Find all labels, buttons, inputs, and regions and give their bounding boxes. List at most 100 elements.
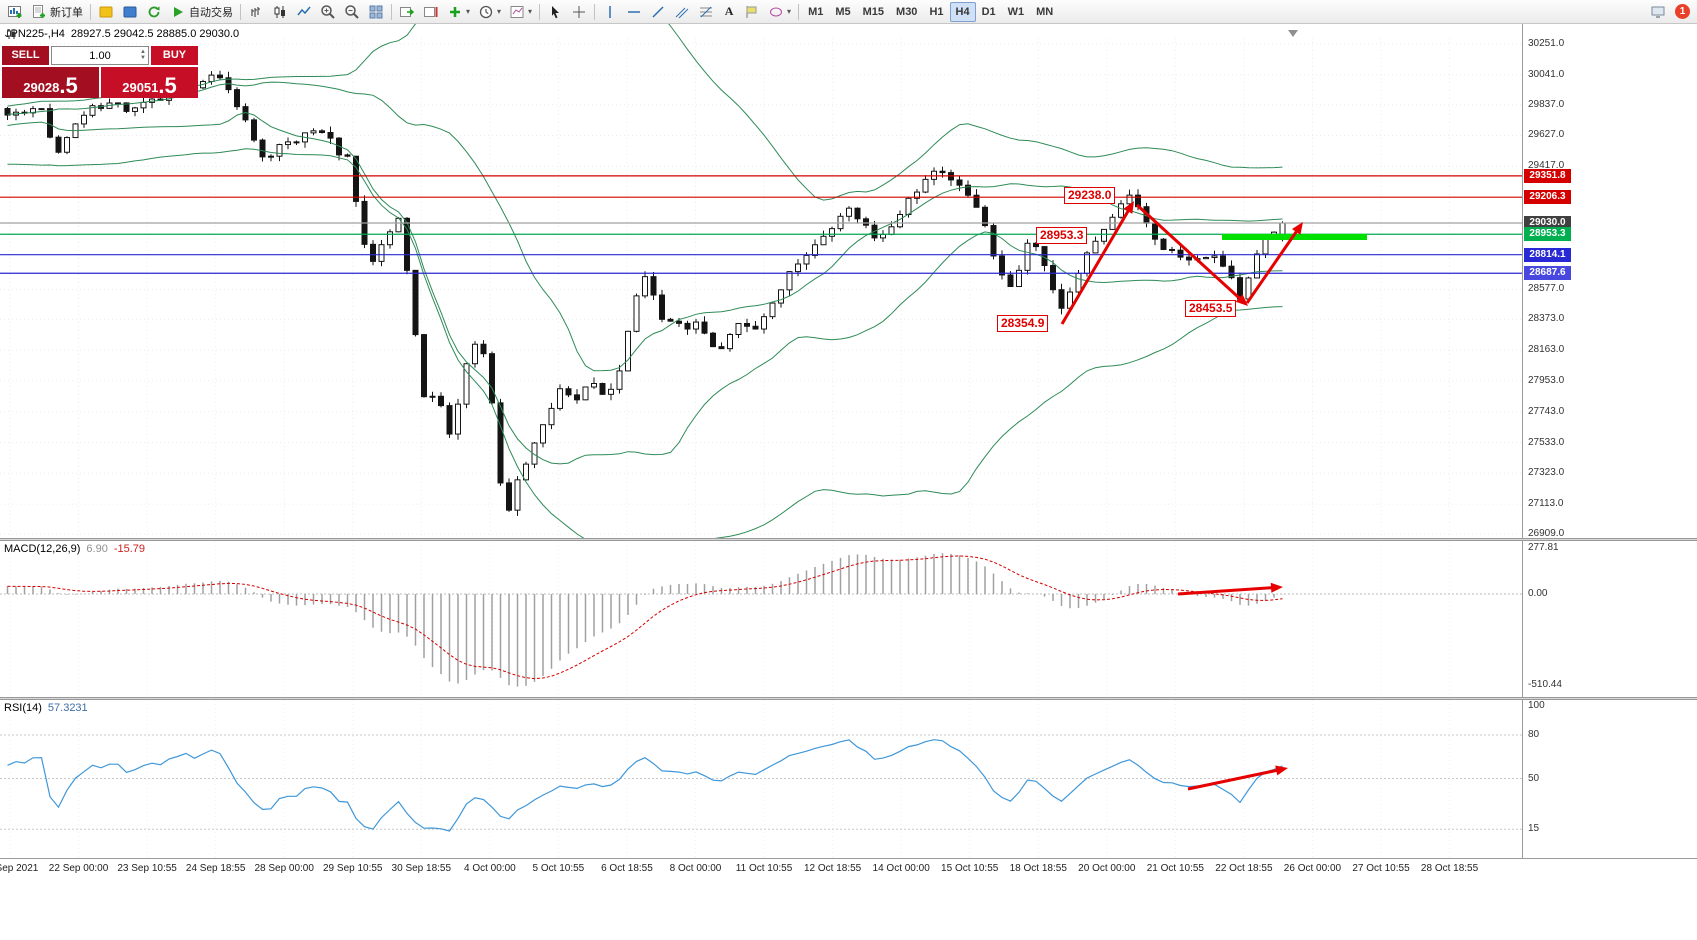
rsi-axis[interactable]: 100 80 50 15 bbox=[1522, 700, 1697, 858]
rsi-label: RSI(14) bbox=[4, 702, 42, 714]
new-order-button[interactable]: 新订单 bbox=[27, 2, 87, 22]
chart-shift-icon[interactable] bbox=[419, 2, 443, 22]
date-label: 11 Oct 10:55 bbox=[735, 863, 793, 874]
date-label: 23 Sep 10:55 bbox=[117, 863, 177, 874]
channel-icon[interactable] bbox=[670, 2, 694, 22]
zoom-out-icon[interactable] bbox=[340, 2, 364, 22]
sell-button[interactable]: SELL bbox=[2, 46, 49, 65]
main-toolbar: 新订单 自动交易 ▾ ▾ ▾ A ▾ M1 M5 M15 M30 H1 H4 D1 W1 MN bbox=[0, 0, 1697, 24]
timeframe-h1[interactable]: H1 bbox=[923, 2, 949, 22]
macd-chart[interactable] bbox=[0, 541, 1522, 697]
date-label: 5 Oct 10:55 bbox=[532, 863, 585, 874]
timeframe-m15[interactable]: M15 bbox=[857, 2, 890, 22]
price-tick-label: 28577.0 bbox=[1528, 283, 1565, 295]
price-level-tag[interactable]: 29351.8 bbox=[1524, 168, 1571, 183]
price-level-tag[interactable]: 28814.1 bbox=[1524, 247, 1571, 262]
rsi-tick-label: 15 bbox=[1528, 823, 1540, 835]
trendline-icon[interactable] bbox=[646, 2, 670, 22]
macd-label: MACD(12,26,9) bbox=[4, 543, 81, 555]
price-axis[interactable]: 30251.0 30041.0 29837.0 29627.0 29417.0 28577… bbox=[1522, 24, 1697, 539]
periods-button[interactable]: ▾ bbox=[474, 2, 505, 22]
price-level-tag[interactable]: 28953.3 bbox=[1524, 227, 1571, 242]
date-label: 12 Oct 18:55 bbox=[803, 863, 862, 874]
spinner-up-icon[interactable]: ▲ bbox=[140, 49, 146, 55]
spinner-down-icon[interactable]: ▼ bbox=[140, 55, 146, 61]
buy-button[interactable]: BUY bbox=[151, 46, 198, 65]
main-chart-panel[interactable]: JPN225-,H4 28927.5 29042.5 28885.0 29030… bbox=[0, 24, 1522, 538]
zoom-in-icon[interactable] bbox=[316, 2, 340, 22]
new-chart-button[interactable] bbox=[3, 2, 27, 22]
chart-windows-icon[interactable] bbox=[1646, 2, 1670, 22]
history-center-icon[interactable] bbox=[118, 2, 142, 22]
toolbar-separator bbox=[594, 3, 596, 20]
price-tick-label: 27743.0 bbox=[1528, 405, 1565, 417]
price-tick-label: 29627.0 bbox=[1528, 129, 1565, 141]
date-label: 27 Oct 10:55 bbox=[1352, 863, 1410, 874]
sell-price-button[interactable]: 29028.5 bbox=[2, 67, 99, 98]
text-tool-icon[interactable]: A bbox=[718, 2, 740, 22]
buy-price-button[interactable]: 29051.5 bbox=[101, 67, 198, 98]
volume-input[interactable]: 1.00 ▲ ▼ bbox=[51, 46, 149, 65]
price-tick-label: 28373.0 bbox=[1528, 313, 1565, 325]
rsi-chart[interactable] bbox=[0, 700, 1522, 858]
shapes-button[interactable]: ▾ bbox=[764, 2, 795, 22]
bar-chart-icon[interactable] bbox=[244, 2, 268, 22]
chart-mini-icon bbox=[7, 29, 16, 39]
date-label: 8 Oct 00:00 bbox=[669, 863, 722, 874]
vertical-line-icon[interactable] bbox=[598, 2, 622, 22]
macd-tick-label: -510.44 bbox=[1528, 678, 1562, 690]
panel-separator[interactable] bbox=[0, 538, 1697, 541]
macd-axis[interactable]: 277.81 0.00 -510.44 bbox=[1522, 541, 1697, 697]
auto-scroll-icon[interactable] bbox=[395, 2, 419, 22]
timeframe-d1[interactable]: D1 bbox=[976, 2, 1002, 22]
candlestick-chart[interactable] bbox=[0, 24, 1522, 538]
price-annotation-label[interactable]: 28453.5 bbox=[1185, 300, 1237, 317]
panel-separator[interactable] bbox=[0, 697, 1697, 700]
rsi-value: 57.3231 bbox=[47, 702, 88, 714]
candlestick-chart-icon[interactable] bbox=[268, 2, 292, 22]
date-label: 28 Oct 18:55 bbox=[1420, 863, 1479, 874]
fibonacci-icon[interactable] bbox=[694, 2, 718, 22]
metaeditor-icon[interactable] bbox=[94, 2, 118, 22]
label-tool-icon[interactable] bbox=[740, 2, 764, 22]
horizontal-line-icon[interactable] bbox=[622, 2, 646, 22]
symbol-period-label: JPN225-,H4 bbox=[5, 28, 65, 40]
date-label: 22 Sep 00:00 bbox=[48, 863, 109, 874]
price-level-tag[interactable]: 29206.3 bbox=[1524, 190, 1571, 205]
volume-spinner[interactable]: ▲ ▼ bbox=[140, 49, 146, 61]
macd-signal-value: -15.79 bbox=[113, 543, 146, 555]
macd-value: 6.90 bbox=[86, 543, 108, 555]
timeframe-w1[interactable]: W1 bbox=[1002, 2, 1031, 22]
refresh-icon[interactable] bbox=[142, 2, 166, 22]
crosshair-icon[interactable] bbox=[567, 2, 591, 22]
notification-badge[interactable]: 1 bbox=[1675, 4, 1690, 19]
price-tick-label: 30041.0 bbox=[1528, 68, 1565, 80]
macd-panel[interactable]: MACD(12,26,9) 6.90 -15.79 bbox=[0, 541, 1522, 697]
chevron-down-icon: ▾ bbox=[787, 7, 792, 16]
tile-windows-icon[interactable] bbox=[364, 2, 388, 22]
line-chart-icon[interactable] bbox=[292, 2, 316, 22]
indicators-button[interactable]: ▾ bbox=[443, 2, 474, 22]
price-annotation-label[interactable]: 28354.9 bbox=[997, 315, 1049, 332]
timeframe-h4[interactable]: H4 bbox=[949, 1, 976, 22]
chart-info-line: JPN225-,H4 28927.5 29042.5 28885.0 29030… bbox=[5, 28, 239, 40]
rsi-panel[interactable]: RSI(14) 57.3231 bbox=[0, 700, 1522, 858]
rsi-tick-label: 80 bbox=[1528, 729, 1540, 740]
price-annotation-label[interactable]: 29238.0 bbox=[1064, 187, 1116, 204]
price-level-tag[interactable]: 29030.0 bbox=[1524, 216, 1571, 231]
one-click-trading-panel: SELL 1.00 ▲ ▼ BUY 29028.5 29051.5 bbox=[2, 46, 198, 98]
timeframe-m1[interactable]: M1 bbox=[802, 2, 829, 22]
date-label: 26 Oct 00:00 bbox=[1283, 863, 1342, 874]
timeframe-mn[interactable]: MN bbox=[1030, 2, 1059, 22]
price-annotation-label[interactable]: 28953.3 bbox=[1036, 227, 1088, 244]
price-tick-label: 27953.0 bbox=[1528, 374, 1565, 386]
cursor-icon[interactable] bbox=[543, 2, 567, 22]
date-label: 15 Oct 10:55 bbox=[941, 863, 999, 874]
chevron-down-icon: ▾ bbox=[528, 7, 533, 16]
timeframe-m30[interactable]: M30 bbox=[890, 2, 923, 22]
price-level-tag[interactable]: 28687.6 bbox=[1524, 266, 1571, 281]
templates-button[interactable]: ▾ bbox=[505, 2, 536, 22]
time-axis[interactable]: 21 Sep 2021 22 Sep 00:00 23 Sep 10:55 24 Se… bbox=[0, 858, 1697, 878]
autotrading-button[interactable]: 自动交易 bbox=[166, 2, 237, 22]
timeframe-m5[interactable]: M5 bbox=[829, 2, 856, 22]
